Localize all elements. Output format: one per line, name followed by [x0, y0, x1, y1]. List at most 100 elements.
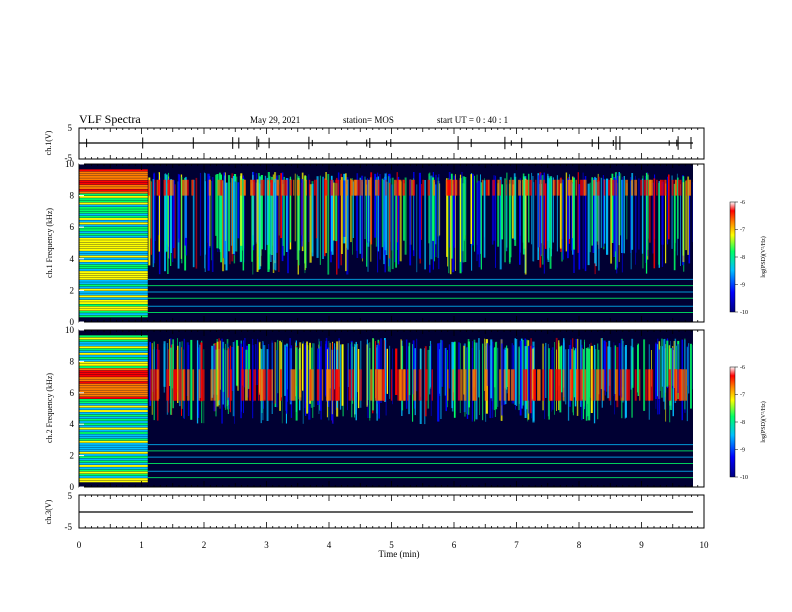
sferic-burst: [267, 172, 270, 270]
intense-burst: [403, 369, 405, 401]
sferic-burst: [392, 348, 393, 405]
sferic-burst: [659, 345, 661, 391]
sferic-burst: [384, 173, 387, 251]
sferic-burst: [181, 341, 183, 409]
sferic-burst: [658, 349, 661, 415]
sferic-burst: [455, 174, 456, 271]
sferic-burst: [168, 178, 170, 259]
sferic-burst: [150, 181, 152, 255]
intense-burst: [359, 179, 361, 196]
saturated-tone-band: [79, 405, 148, 408]
intense-burst: [488, 179, 490, 196]
sferic-burst: [215, 349, 217, 417]
saturated-tone-band: [79, 173, 148, 176]
saturated-tone-band: [79, 187, 148, 189]
time-tick-label: 8: [577, 540, 582, 550]
saturated-tone-band: [79, 249, 148, 251]
sferic-burst: [497, 183, 499, 247]
intense-burst: [178, 369, 182, 401]
saturated-tone-band: [79, 313, 148, 316]
sferic-burst: [377, 176, 379, 252]
saturated-tone-band: [79, 200, 148, 203]
intense-burst: [361, 179, 363, 196]
sferic-burst: [571, 182, 573, 251]
sferic-burst: [554, 342, 555, 415]
sferic-burst: [181, 177, 183, 264]
sferic-burst: [665, 183, 667, 264]
intense-burst: [674, 369, 676, 401]
saturated-tone-band: [79, 416, 148, 419]
sferic-burst: [285, 178, 288, 252]
sferic-burst: [207, 173, 210, 271]
saturated-tone-band: [79, 308, 148, 311]
intense-burst: [668, 179, 670, 196]
intense-burst: [296, 179, 300, 196]
sferic-burst: [450, 173, 453, 259]
sferic-burst: [600, 177, 603, 248]
frequency-tick-label: 6: [70, 388, 75, 398]
intense-burst: [409, 179, 411, 196]
sferic-burst: [391, 177, 394, 270]
sferic-burst: [572, 176, 574, 239]
sferic-burst: [151, 343, 153, 415]
intense-burst: [598, 179, 600, 196]
saturated-tone-band: [79, 478, 148, 481]
sferic-burst: [690, 343, 692, 409]
sferic-burst: [274, 341, 276, 404]
saturated-tone-band: [79, 257, 148, 260]
saturated-tone-band: [79, 288, 148, 291]
sferic-burst: [150, 180, 152, 239]
sferic-burst: [513, 173, 516, 240]
sferic-burst: [237, 182, 240, 239]
intense-burst: [262, 179, 265, 196]
intense-burst: [529, 179, 532, 196]
intense-burst: [556, 179, 560, 196]
intense-burst: [575, 369, 578, 401]
sferic-burst: [573, 350, 576, 398]
sferic-burst: [281, 172, 284, 262]
saturated-tone-band: [79, 467, 148, 470]
sferic-burst: [260, 175, 263, 250]
sferic-burst: [447, 181, 449, 267]
sferic-burst: [453, 175, 456, 248]
intense-burst: [681, 369, 685, 401]
intense-burst: [612, 179, 615, 196]
saturated-tone-band: [79, 282, 148, 285]
sferic-burst: [682, 182, 685, 262]
sferic-burst: [308, 174, 310, 242]
saturated-tone-band: [79, 447, 148, 450]
sferic-burst: [595, 177, 597, 267]
intense-burst: [643, 179, 647, 196]
intense-burst: [277, 179, 279, 196]
sferic-burst: [630, 345, 633, 390]
saturated-tone-band: [79, 465, 148, 467]
intense-burst: [379, 369, 382, 401]
sferic-burst: [429, 172, 431, 265]
saturated-tone-band: [79, 237, 148, 240]
sferic-burst: [181, 347, 182, 416]
sferic-burst: [453, 341, 456, 418]
sferic-burst: [220, 174, 222, 263]
time-tick-label: 10: [700, 540, 710, 550]
ch2-colorbar-label: log(PSD)(V²/Hz): [760, 401, 767, 442]
sferic-burst: [491, 180, 494, 245]
ch2-colorbar: [729, 366, 736, 478]
saturated-tone-band: [79, 425, 148, 428]
intense-burst: [285, 179, 288, 196]
intense-burst: [596, 369, 599, 401]
sferic-burst: [647, 175, 649, 250]
saturated-tone-band: [79, 176, 148, 178]
sferic-burst: [366, 184, 368, 267]
time-tick-label: 7: [514, 540, 519, 550]
sferic-burst: [570, 339, 572, 395]
sferic-burst: [662, 339, 665, 402]
sferic-burst: [236, 340, 238, 387]
intense-burst: [539, 179, 542, 196]
intense-burst: [602, 369, 605, 401]
saturated-tone-band: [79, 171, 148, 174]
sferic-burst: [304, 345, 306, 408]
saturated-tone-band: [79, 436, 148, 439]
intense-burst: [671, 179, 674, 196]
intense-burst: [299, 369, 302, 401]
sferic-burst: [435, 174, 437, 258]
